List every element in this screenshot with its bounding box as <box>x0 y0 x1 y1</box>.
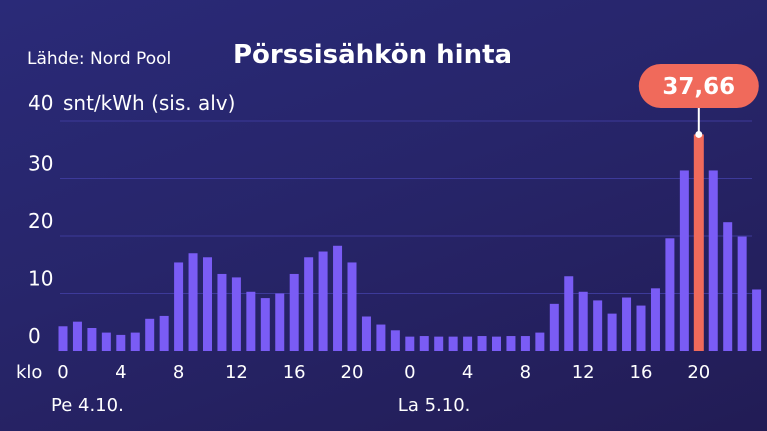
callout-pill <box>638 64 759 108</box>
bar <box>231 277 241 351</box>
bars <box>58 134 762 351</box>
x-tick-label: 8 <box>520 362 531 383</box>
bar <box>318 251 328 351</box>
bar <box>333 245 343 351</box>
bar <box>477 336 487 351</box>
bar <box>130 332 140 351</box>
bar <box>188 253 198 351</box>
bar <box>203 257 212 351</box>
highlight-bar <box>693 134 704 351</box>
bar <box>564 276 574 351</box>
bar <box>390 330 400 351</box>
bar <box>463 336 473 351</box>
x-tick-label: 0 <box>404 362 415 383</box>
bar <box>159 315 169 351</box>
bar <box>145 318 155 351</box>
bar <box>737 236 747 351</box>
y-tick-label: 0 <box>28 324 41 348</box>
y-tick-label: 30 <box>28 152 53 176</box>
bar <box>434 336 444 351</box>
day-label: La 5.10. <box>398 395 471 416</box>
day-label: Pe 4.10. <box>51 395 124 416</box>
x-tick-label: 12 <box>225 362 248 383</box>
bar <box>535 332 545 351</box>
x-tick-label: 12 <box>572 362 595 383</box>
bar <box>116 334 126 351</box>
y-tick-label: 20 <box>28 209 53 233</box>
bar <box>304 257 314 351</box>
bar <box>593 300 603 351</box>
x-tick-label: 4 <box>462 362 473 383</box>
bar <box>405 336 415 351</box>
bar <box>506 336 516 351</box>
x-axis: klo 0 4 8 12 16 20 0 4 8 12 16 20 Pe 4.10. La 5.10. <box>16 362 710 416</box>
bar <box>679 170 689 351</box>
bar <box>260 298 270 351</box>
bar <box>275 293 285 351</box>
bar <box>347 262 357 351</box>
bar <box>549 303 559 351</box>
bar <box>752 289 762 351</box>
bar <box>650 288 660 351</box>
bar <box>289 273 299 351</box>
y-axis: 0 10 20 30 40 snt/kWh (sis. alv) <box>28 91 235 348</box>
x-tick-label: 20 <box>687 362 710 383</box>
bar <box>217 273 227 351</box>
bar <box>607 313 617 351</box>
x-tick-label: 16 <box>630 362 653 383</box>
callout-dot <box>695 130 703 138</box>
bar <box>419 336 429 351</box>
bar <box>58 326 68 351</box>
grid-lines <box>60 120 752 294</box>
bar <box>578 291 588 351</box>
bar <box>622 297 632 351</box>
bar <box>361 316 371 351</box>
x-tick-label: 16 <box>283 362 306 383</box>
source-label: Lähde: Nord Pool <box>27 49 172 69</box>
bar <box>520 336 530 351</box>
bar <box>448 336 458 351</box>
x-axis-prefix: klo <box>16 362 42 383</box>
bar <box>376 324 386 351</box>
bar <box>708 170 718 351</box>
bar <box>101 332 111 351</box>
bar <box>636 305 646 351</box>
x-tick-label: 8 <box>173 362 184 383</box>
bar <box>246 291 256 351</box>
y-tick-label: 10 <box>28 267 53 291</box>
y-tick-label: 40 <box>28 91 53 115</box>
bar <box>665 238 675 351</box>
callout-value: 37,66 <box>662 74 735 100</box>
unit-label: snt/kWh (sis. alv) <box>63 91 235 115</box>
bar <box>492 336 501 351</box>
chart-title: Pörssisähkön hinta <box>233 40 513 70</box>
bar <box>723 222 733 351</box>
x-tick-label: 0 <box>57 362 68 383</box>
bar <box>72 321 82 351</box>
bar <box>174 262 184 351</box>
bar <box>87 328 97 351</box>
x-tick-label: 4 <box>115 362 126 383</box>
highlight-callout: 37,66 <box>638 64 759 138</box>
x-tick-label: 20 <box>341 362 364 383</box>
